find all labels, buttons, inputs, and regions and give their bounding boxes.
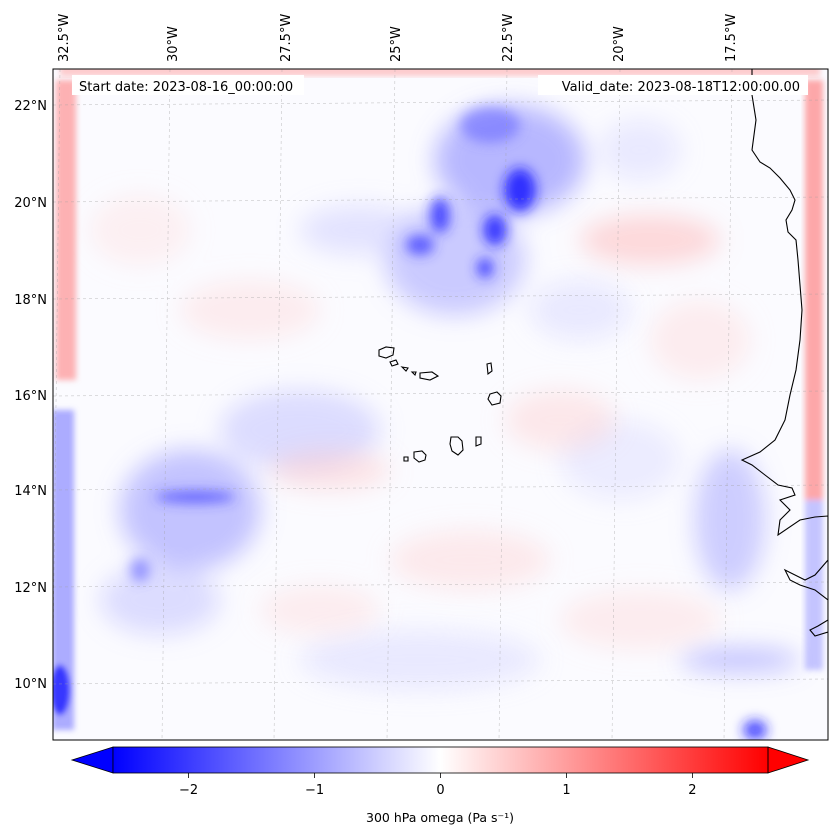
lat-tick-label: 20°N: [14, 196, 47, 211]
right-edge-band: [805, 80, 823, 670]
map-frame: [52, 68, 829, 741]
lon-tick-label: 25°W: [389, 26, 404, 62]
colorbar-tick-label: 0: [436, 783, 444, 798]
colorbar-min-extend: [70, 746, 114, 774]
left-edge-band: [53, 80, 76, 730]
cape-verde-islands: [378, 346, 502, 463]
valid-date-label: Valid_date: 2023-08-18T12:00:00.00: [562, 80, 800, 95]
strong-cores: [130, 107, 767, 740]
colorbar-gradient: [113, 747, 768, 773]
lat-tick-label: 10°N: [14, 677, 47, 692]
lon-tick-labels: 32.5°W 30°W 27.5°W 25°W 22.5°W 20°W 17.5…: [57, 14, 739, 62]
lon-tick-label: 32.5°W: [57, 14, 72, 62]
start-date-box: [72, 75, 304, 95]
colorbar-tick-label: 2: [688, 783, 696, 798]
lat-tick-label: 14°N: [14, 484, 47, 499]
colorbar-ticks: −2 −1 0 1 2: [179, 773, 697, 798]
lat-tick-label: 22°N: [14, 99, 47, 114]
colorbar-tick-label: −1: [305, 783, 324, 798]
red-patches: [90, 195, 750, 650]
lat-tick-label: 18°N: [14, 293, 47, 308]
valid-date-box: [538, 75, 808, 95]
colorbar-tick-label: 1: [562, 783, 570, 798]
lat-tick-label: 12°N: [14, 581, 47, 596]
lon-tick-label: 17.5°W: [724, 14, 739, 62]
omega-field: [53, 69, 828, 740]
start-date-label: Start date: 2023-08-16_00:00:00: [79, 80, 293, 95]
top-edge-band: [60, 69, 820, 76]
lat-tick-label: 16°N: [14, 389, 47, 404]
colorbar: −2 −1 0 1 2 300 hPa omega (Pa s⁻¹): [70, 746, 810, 825]
africa-coastline: [740, 69, 828, 637]
colorbar-max-extend: [767, 746, 810, 774]
lon-tick-label: 22.5°W: [501, 14, 516, 62]
lat-tick-labels: 22°N 20°N 18°N 16°N 14°N 12°N 10°N: [14, 99, 47, 692]
colorbar-label: 300 hPa omega (Pa s⁻¹): [366, 810, 514, 825]
lon-tick-label: 20°W: [612, 26, 627, 62]
lon-tick-label: 27.5°W: [279, 14, 294, 62]
colorbar-tick-label: −2: [179, 783, 198, 798]
lon-tick-label: 30°W: [166, 26, 181, 62]
